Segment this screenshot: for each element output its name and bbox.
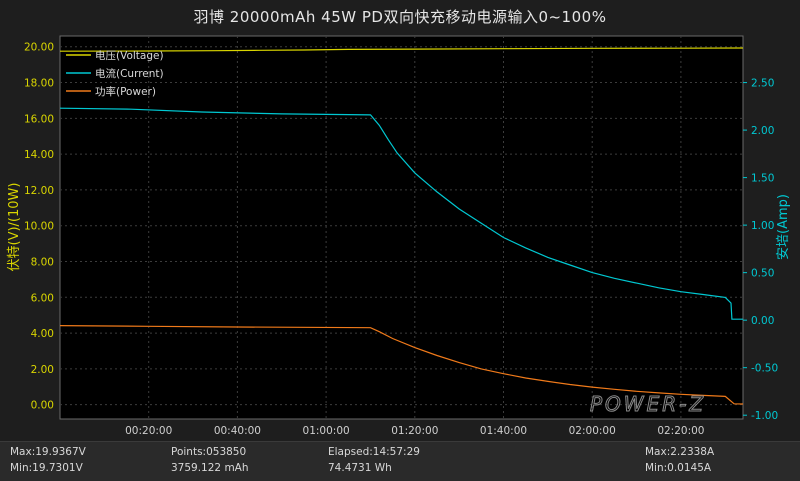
series-line-2 xyxy=(59,325,744,405)
elapsed-time: Elapsed:14:57:29 xyxy=(328,446,420,458)
stats-bar: Max:19.9367V Min:19.7301V Points:053850 … xyxy=(0,441,800,481)
power-chart: 0.00 2.00 4.00 6.00 8.00 10.00 12.00 14.00 16.00… xyxy=(7,35,791,437)
y-tick-label-left: 18.00 xyxy=(24,78,54,90)
y-tick-label-left: 10.00 xyxy=(24,221,54,233)
y-tick-label-left: 16.00 xyxy=(24,113,54,125)
y-tick-label-left: 14.00 xyxy=(24,149,54,161)
y-tick-label-left: 2.00 xyxy=(31,364,54,376)
series-line-1 xyxy=(59,107,743,320)
series-line-0 xyxy=(59,47,744,52)
y-tick-label-left: 20.00 xyxy=(24,42,54,54)
points-count: Points:053850 xyxy=(171,446,247,458)
y-tick-label-left: 8.00 xyxy=(31,257,54,269)
axes: 0.00 2.00 4.00 6.00 8.00 10.00 12.00 14.00 16.00… xyxy=(24,42,778,437)
power-z-watermark: POWER-Z xyxy=(589,392,706,417)
power-z-logo: POWER-Z xyxy=(590,392,706,416)
capacity-mah: 3759.122 mAh xyxy=(171,462,249,474)
legend-label: 电流(Current) xyxy=(95,67,164,80)
plot-background xyxy=(59,35,744,420)
min-current: Min:0.0145A xyxy=(645,462,712,474)
grid xyxy=(60,36,743,419)
y-tick-label-right: 2.50 xyxy=(751,78,774,90)
series-lines xyxy=(59,47,744,405)
y-tick-label-right: -0.50 xyxy=(751,363,778,375)
x-tick-label: 00:40:00 xyxy=(214,425,261,437)
x-tick-label: 01:00:00 xyxy=(303,425,350,437)
max-voltage: Max:19.9367V xyxy=(10,446,86,458)
y-tick-label-right: 0.50 xyxy=(751,268,774,280)
energy-wh: 74.4731 Wh xyxy=(328,462,392,474)
y-tick-label-right: 1.00 xyxy=(751,220,774,232)
y-tick-label-right: 0.00 xyxy=(751,315,774,327)
y-axis-left-label: 伏特(V)/(10W) xyxy=(7,183,22,272)
y-tick-label-right: 2.00 xyxy=(751,125,774,137)
y-axis-right-label: 安培(Amp) xyxy=(775,194,791,260)
y-tick-label-left: 0.00 xyxy=(31,400,54,412)
legend-label: 电压(Voltage) xyxy=(95,49,164,62)
x-tick-label: 00:20:00 xyxy=(125,425,172,437)
max-current: Max:2.2338A xyxy=(645,446,715,458)
min-voltage: Min:19.7301V xyxy=(10,462,83,474)
x-tick-label: 02:20:00 xyxy=(657,425,704,437)
y-tick-label-left: 6.00 xyxy=(31,292,54,304)
y-tick-label-right: -1.00 xyxy=(751,410,778,422)
x-tick-label: 01:20:00 xyxy=(391,425,438,437)
legend: 电压(Voltage) 电流(Current) 功率(Power) xyxy=(66,49,164,98)
y-tick-label-right: 1.50 xyxy=(751,173,774,185)
chart-title: 羽博 20000mAh 45W PD双向快充移动电源输入0~100% xyxy=(193,8,607,26)
y-tick-label-left: 12.00 xyxy=(24,185,54,197)
x-tick-label: 02:00:00 xyxy=(569,425,616,437)
x-tick-label: 01:40:00 xyxy=(480,425,527,437)
y-tick-label-left: 4.00 xyxy=(31,328,54,340)
legend-label: 功率(Power) xyxy=(95,85,156,98)
